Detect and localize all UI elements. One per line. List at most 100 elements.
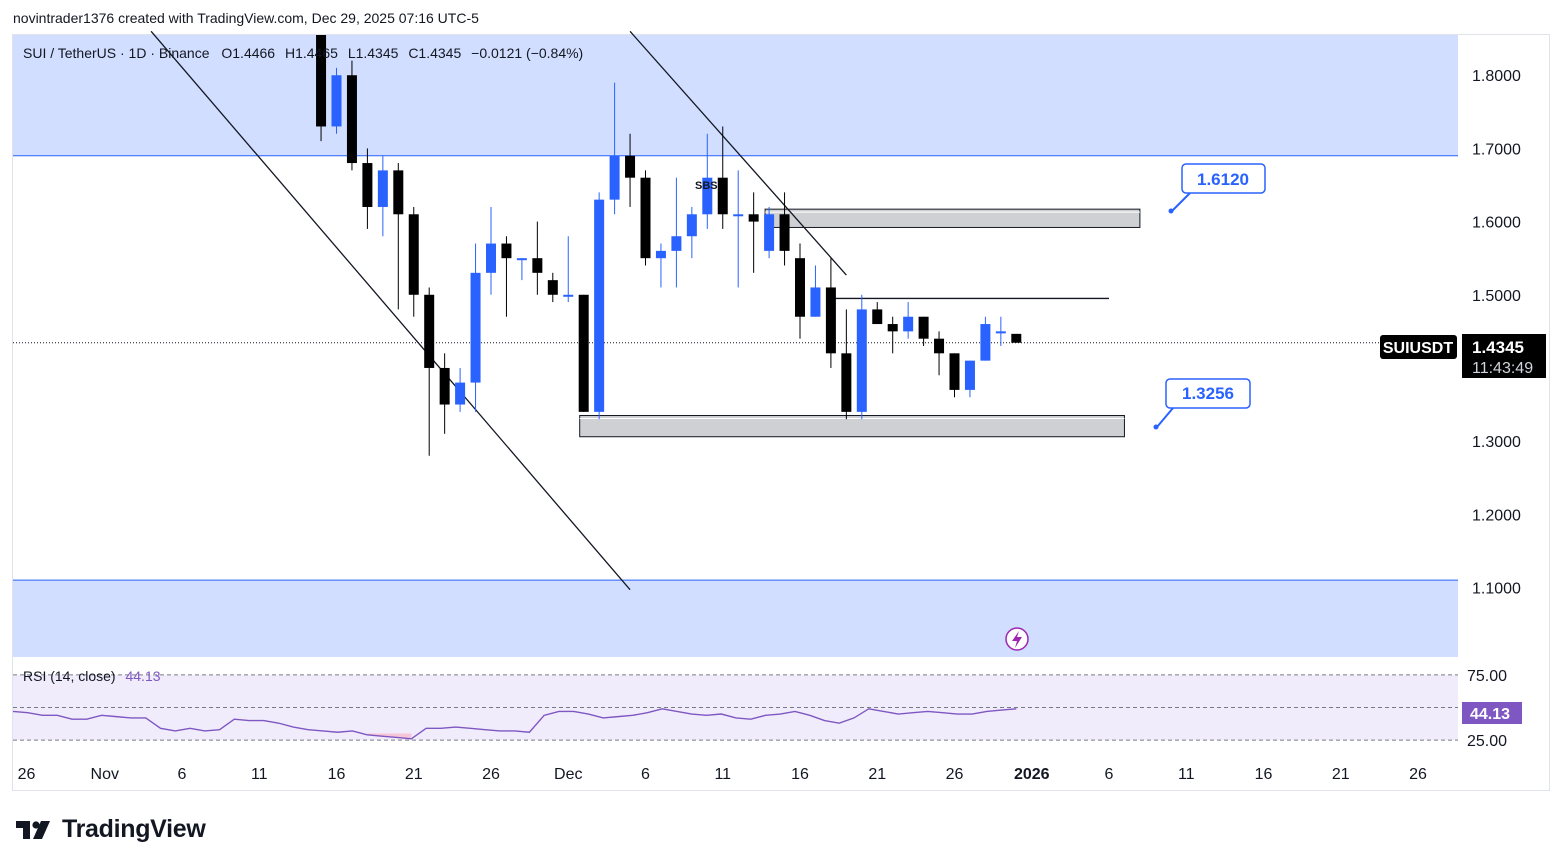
candle-body — [316, 35, 327, 127]
candle-body — [671, 236, 682, 251]
lines-layer — [13, 30, 1458, 591]
candle-2025-12-29 — [1011, 333, 1022, 343]
candle-body — [949, 353, 960, 390]
candle-2025-12-22 — [903, 302, 914, 339]
candle-body — [516, 258, 527, 261]
candle-body — [346, 75, 357, 164]
candle-body — [717, 177, 728, 215]
candle-body — [964, 360, 975, 390]
candle-2025-11-25 — [486, 206, 496, 295]
event-marker[interactable] — [1005, 627, 1029, 651]
candle-body — [887, 324, 898, 332]
candle-body — [362, 163, 373, 207]
candle-body — [702, 177, 713, 215]
candle-body — [872, 309, 883, 325]
time-tick-13: 2026 — [1014, 766, 1050, 783]
pattern-label: SBS — [695, 180, 718, 192]
time-tick-10: 16 — [791, 766, 809, 783]
time-tick-15: 11 — [1178, 766, 1195, 783]
upper-target-anchor — [1168, 208, 1174, 214]
last-price-value: 1.4345 — [1472, 338, 1524, 357]
candle-2025-12-27 — [980, 316, 991, 361]
candle-body — [377, 170, 388, 207]
candle-body — [934, 338, 945, 354]
descending-trendline-left — [150, 30, 631, 591]
legend-high: H1.4465 — [285, 45, 338, 61]
candle-2025-12-14 — [779, 192, 790, 266]
price-tick-1.7000: 1.7000 — [1472, 141, 1521, 158]
bar-countdown: 11:43:49 — [1472, 360, 1533, 377]
lower-target-callout[interactable]: 1.3256 — [1153, 378, 1251, 430]
time-tick-4: 16 — [328, 766, 346, 783]
price-tick-1.3000: 1.3000 — [1472, 434, 1521, 451]
price-tick-1.2000: 1.2000 — [1472, 507, 1521, 524]
time-tick-14: 6 — [1105, 766, 1114, 783]
price-tick-1.5000: 1.5000 — [1472, 288, 1521, 305]
candles-layer — [316, 35, 1022, 456]
candle-2025-12-07 — [671, 177, 682, 288]
candle-2025-11-14 — [316, 35, 327, 142]
rsi-value-badge: 44.13 — [1462, 702, 1522, 724]
candle-2025-11-19 — [393, 163, 404, 310]
candle-2025-11-28 — [532, 221, 543, 295]
candle-2025-12-09 — [702, 133, 713, 229]
candle-body — [470, 272, 481, 383]
time-tick-6: 26 — [482, 766, 500, 783]
candle-2025-11-24 — [470, 243, 481, 412]
candle-body — [733, 214, 744, 217]
rsi-tick-25.00: 25.00 — [1467, 733, 1507, 750]
time-tick-16: 16 — [1255, 766, 1273, 783]
rsi-layer — [12, 674, 1458, 741]
candle-2025-12-24 — [934, 331, 945, 376]
candle-2025-12-15 — [795, 243, 805, 339]
upper-target-callout[interactable]: 1.6120 — [1168, 163, 1266, 214]
candle-2025-11-15 — [331, 67, 342, 134]
descending-trendline-right — [629, 30, 847, 276]
candle-body — [655, 250, 666, 259]
candle-body — [331, 75, 342, 127]
candle-body — [455, 382, 466, 405]
candle-body — [625, 155, 636, 178]
lightning-icon — [1012, 631, 1022, 648]
candle-body — [640, 177, 651, 259]
candle-body — [439, 367, 450, 405]
time-tick-5: 21 — [405, 766, 423, 783]
candle-2025-12-05 — [640, 170, 651, 266]
candle-2025-11-30 — [563, 236, 574, 303]
candle-2025-12-08 — [686, 206, 697, 259]
candle-2025-11-23 — [455, 367, 466, 412]
rsi-tick-75.00: 75.00 — [1467, 668, 1507, 685]
time-tick-3: 11 — [251, 766, 268, 783]
legend-open: O1.4466 — [221, 45, 275, 61]
candle-body — [501, 243, 512, 259]
price-tick-1.1000: 1.1000 — [1472, 580, 1521, 597]
candle-body — [980, 324, 991, 361]
tradingview-logo-icon — [16, 820, 50, 839]
price-chart[interactable]: 1.8000 1.7000 1.6000 1.5000 1.3000 1.2000 1.10… — [0, 0, 1563, 800]
candle-2025-12-23 — [918, 316, 929, 346]
candle-2025-12-11 — [733, 170, 744, 288]
candle-2025-12-25 — [949, 353, 960, 398]
ticker-badge[interactable]: SUIUSDT — [1380, 335, 1457, 359]
time-tick-18: 26 — [1409, 766, 1427, 783]
candle-2025-12-28 — [995, 316, 1006, 346]
candle-body — [547, 280, 558, 295]
candle-2025-11-17 — [362, 148, 373, 229]
candle-2025-12-06 — [655, 243, 666, 288]
candle-body — [918, 316, 929, 339]
candle-body — [795, 258, 805, 317]
candle-body — [995, 331, 1006, 334]
ticker-symbol: SUIUSDT — [1383, 340, 1453, 357]
time-tick-17: 21 — [1332, 766, 1350, 783]
price-tick-1.8000: 1.8000 — [1472, 68, 1521, 85]
tradingview-footer[interactable]: TradingView — [16, 815, 206, 844]
attribution-header: novintrader1376 created with TradingView… — [13, 10, 479, 26]
candle-2025-12-12 — [748, 192, 759, 273]
candle-body — [594, 199, 605, 412]
upper-target-label: 1.6120 — [1197, 170, 1249, 189]
time-tick-12: 26 — [946, 766, 964, 783]
candle-2025-12-19 — [856, 294, 867, 420]
candle-body — [748, 214, 759, 222]
candle-2025-11-27 — [516, 258, 527, 281]
legend-symbol-name: SUI / TetherUS · 1D · Binance — [23, 45, 210, 61]
